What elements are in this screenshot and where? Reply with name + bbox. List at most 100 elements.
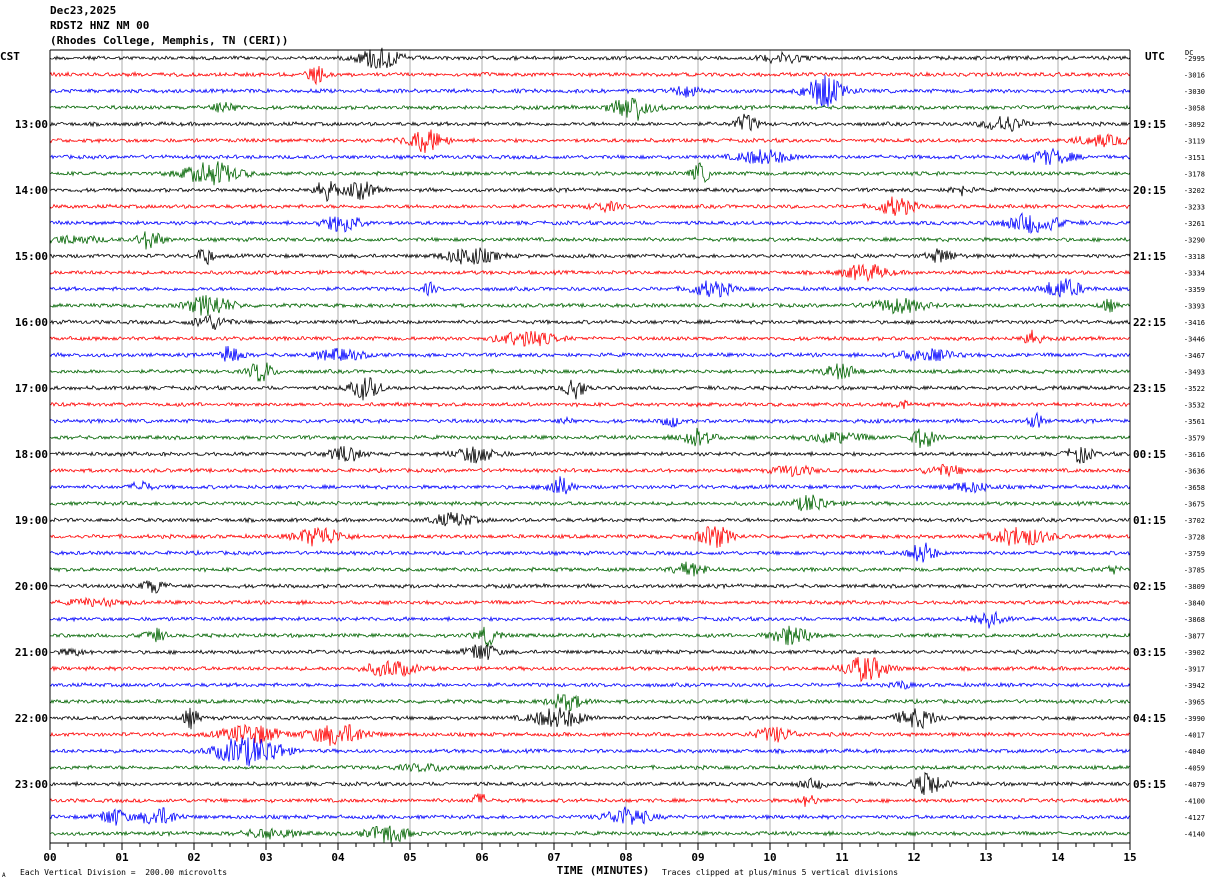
dc-offset-value: -3467 xyxy=(1184,352,1205,360)
x-tick-label: 02 xyxy=(187,851,200,864)
seismic-trace xyxy=(49,295,1131,317)
x-tick-label: 11 xyxy=(835,851,849,864)
seismic-trace xyxy=(49,693,1131,712)
seismic-trace xyxy=(49,446,1131,464)
right-hour-label: 03:15 xyxy=(1133,646,1166,659)
dc-offset-value: -3702 xyxy=(1184,517,1205,525)
trace-layer xyxy=(49,47,1131,844)
dc-offset-value: -3840 xyxy=(1184,600,1205,608)
seismic-trace xyxy=(49,625,1131,648)
dc-offset-value: -3416 xyxy=(1184,319,1205,327)
dc-offset-value: -3636 xyxy=(1184,468,1205,476)
dc-offset-value: -3030 xyxy=(1184,88,1205,96)
dc-offset-value: -3178 xyxy=(1184,171,1205,179)
seismic-trace xyxy=(49,231,1131,250)
seismic-trace xyxy=(49,212,1131,234)
scale-note: Each Vertical Division = 200.00 microvol… xyxy=(20,868,228,877)
seismic-trace xyxy=(49,263,1131,283)
seismic-trace xyxy=(49,561,1131,577)
left-timezone-label: CST xyxy=(0,50,20,63)
seismic-trace xyxy=(49,113,1131,133)
dc-offset-value: -3393 xyxy=(1184,303,1205,311)
right-hour-label: 21:15 xyxy=(1133,250,1166,263)
right-hour-label: 23:15 xyxy=(1133,382,1166,395)
seismic-trace xyxy=(49,161,1131,186)
dc-offset-value: -3785 xyxy=(1184,567,1205,575)
left-hour-label: 23:00 xyxy=(15,778,48,791)
seismic-trace xyxy=(49,793,1131,807)
x-tick-label: 10 xyxy=(763,851,776,864)
seismic-trace xyxy=(49,542,1131,563)
left-hour-label: 14:00 xyxy=(15,184,48,197)
x-axis: 00 01 02 03 04 05 06 07 08 09 10 11 12 13 14 15 xyxy=(43,843,1137,864)
x-tick-label: 01 xyxy=(115,851,129,864)
left-hour-label: 19:00 xyxy=(15,514,48,527)
seismic-trace xyxy=(49,526,1131,548)
dc-offset-value: -3233 xyxy=(1184,204,1205,212)
dc-offset-value: -3579 xyxy=(1184,435,1205,443)
dc-offset-value: -3658 xyxy=(1184,484,1205,492)
seismic-trace xyxy=(49,278,1131,298)
left-hour-label: 17:00 xyxy=(15,382,48,395)
seismic-trace xyxy=(49,345,1131,363)
seismic-trace xyxy=(49,377,1131,401)
dc-offset-value: -2995 xyxy=(1184,55,1205,63)
seismic-trace xyxy=(49,399,1131,409)
clip-note: Traces clipped at plus/minus 5 vertical … xyxy=(662,868,899,877)
seismic-trace xyxy=(49,147,1131,165)
x-axis-label: TIME (MINUTES) xyxy=(557,864,650,877)
dc-offset-value: -3202 xyxy=(1184,187,1205,195)
seismic-trace xyxy=(49,707,1131,730)
seismic-trace xyxy=(49,656,1131,683)
dc-offset-value: -3446 xyxy=(1184,336,1205,344)
dc-offset-value: -3561 xyxy=(1184,418,1205,426)
dc-offset-value: -3290 xyxy=(1184,237,1205,245)
plot-date: Dec23,2025 xyxy=(50,4,117,17)
seismic-trace xyxy=(49,362,1131,382)
x-tick-label: 03 xyxy=(259,851,272,864)
right-hour-labels: 19:15 20:15 21:15 22:15 23:15 00:15 01:15 02:15… xyxy=(1133,118,1166,791)
seismic-trace xyxy=(49,771,1130,796)
seismic-trace xyxy=(50,596,1131,608)
dc-offset-value: -3965 xyxy=(1184,699,1205,707)
seismic-trace xyxy=(49,762,1131,773)
dc-offset-value: -3058 xyxy=(1184,105,1205,113)
x-tick-label: 13 xyxy=(979,851,992,864)
plot-frame xyxy=(49,49,1131,844)
right-hour-label: 04:15 xyxy=(1133,712,1166,725)
left-hour-label: 16:00 xyxy=(15,316,48,329)
x-tick-label: 08 xyxy=(619,851,632,864)
dc-offset-value: -4059 xyxy=(1184,765,1205,773)
seismic-trace xyxy=(49,806,1131,826)
dc-offset-header: DC xyxy=(1185,49,1194,57)
seismic-trace xyxy=(49,643,1130,660)
seismic-trace xyxy=(49,411,1131,428)
seismic-trace xyxy=(49,580,1131,594)
station-location: (Rhodes College, Memphis, TN (CERI)) xyxy=(50,34,289,47)
dc-offset-value: -3493 xyxy=(1184,369,1205,377)
dc-offset-value: -3318 xyxy=(1184,253,1205,261)
dc-offset-value: -3532 xyxy=(1184,402,1205,410)
right-hour-label: 22:15 xyxy=(1133,316,1166,329)
dc-offset-value: -3675 xyxy=(1184,501,1205,509)
seismic-trace xyxy=(49,511,1131,527)
seismic-trace xyxy=(49,494,1131,512)
dc-offset-value: -4140 xyxy=(1184,831,1205,839)
x-tick-label: 06 xyxy=(475,851,489,864)
right-hour-label: 05:15 xyxy=(1133,778,1166,791)
seismic-trace xyxy=(49,737,1131,767)
left-hour-label: 15:00 xyxy=(15,250,48,263)
right-hour-label: 01:15 xyxy=(1133,514,1166,527)
x-tick-label: 14 xyxy=(1051,851,1065,864)
x-tick-label: 15 xyxy=(1123,851,1136,864)
left-hour-label: 21:00 xyxy=(15,646,48,659)
right-timezone-label: UTC xyxy=(1145,50,1165,63)
x-tick-label: 05 xyxy=(403,851,416,864)
dc-offset-value: -3877 xyxy=(1184,633,1205,641)
seismic-trace xyxy=(49,47,1131,69)
left-hour-label: 22:00 xyxy=(15,712,48,725)
dc-offset-value: -4127 xyxy=(1184,814,1205,822)
dc-offset-value: -3942 xyxy=(1184,682,1205,690)
dc-offset-value: -3990 xyxy=(1184,715,1205,723)
